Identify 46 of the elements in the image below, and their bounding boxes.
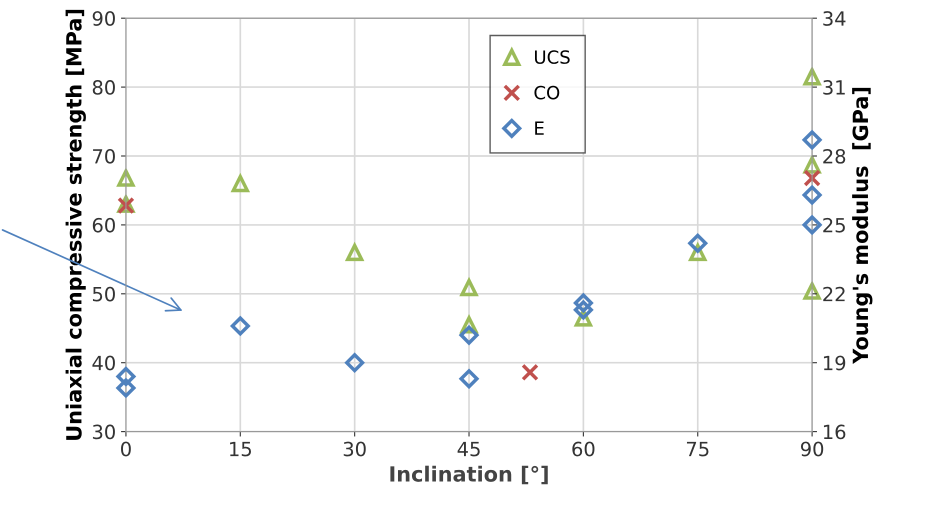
point — [688, 234, 708, 253]
legend-label: UCS — [535, 50, 570, 64]
point — [803, 169, 821, 187]
y-tick-label: 60 — [92, 218, 115, 233]
x-tick-label: 30 — [344, 442, 366, 456]
y-tick-label: 70 — [93, 148, 115, 164]
point — [459, 326, 479, 345]
x-tick-label: 0 — [121, 442, 131, 456]
legend-label: CO — [534, 86, 560, 100]
point — [802, 215, 822, 234]
point — [574, 300, 593, 320]
y2-tick-label: 28 — [823, 148, 846, 164]
point — [116, 378, 136, 398]
y-tick-label: 30 — [92, 424, 115, 440]
point — [521, 364, 539, 382]
point — [802, 130, 822, 150]
point — [803, 282, 821, 300]
point — [346, 244, 364, 262]
y-axis-title: Uniaxial compressive strength [MPa] — [66, 10, 86, 440]
x-tick-label: 60 — [572, 442, 594, 456]
point — [116, 366, 136, 386]
x-tick-label: 75 — [686, 442, 708, 456]
y2-tick-label: 16 — [824, 424, 846, 440]
point — [459, 369, 479, 388]
point — [345, 353, 364, 372]
x-tick-label: 90 — [800, 442, 824, 456]
legend-label: E — [535, 122, 544, 135]
y2-tick-label: 22 — [823, 286, 845, 302]
point — [574, 293, 593, 313]
y2-tick-label: 31 — [823, 80, 845, 95]
y-tick-label: 80 — [92, 80, 115, 95]
point — [232, 174, 249, 192]
x-axis-title: Inclination [°] — [390, 466, 548, 484]
point — [230, 316, 250, 336]
y2-tick-label: 34 — [823, 11, 846, 26]
y-tick-label: 50 — [92, 286, 115, 302]
y2-tick-label: 25 — [823, 218, 845, 233]
x-tick-label: 45 — [458, 442, 480, 456]
y2-axis-title: Young's modulus [GPa] — [852, 88, 872, 364]
y-tick-label: 90 — [92, 11, 115, 26]
y-tick-label: 40 — [92, 356, 115, 370]
point — [117, 169, 135, 187]
y2-tick-label: 19 — [824, 356, 846, 370]
point — [460, 278, 478, 296]
x-tick-label: 15 — [230, 442, 251, 456]
point — [802, 185, 822, 205]
